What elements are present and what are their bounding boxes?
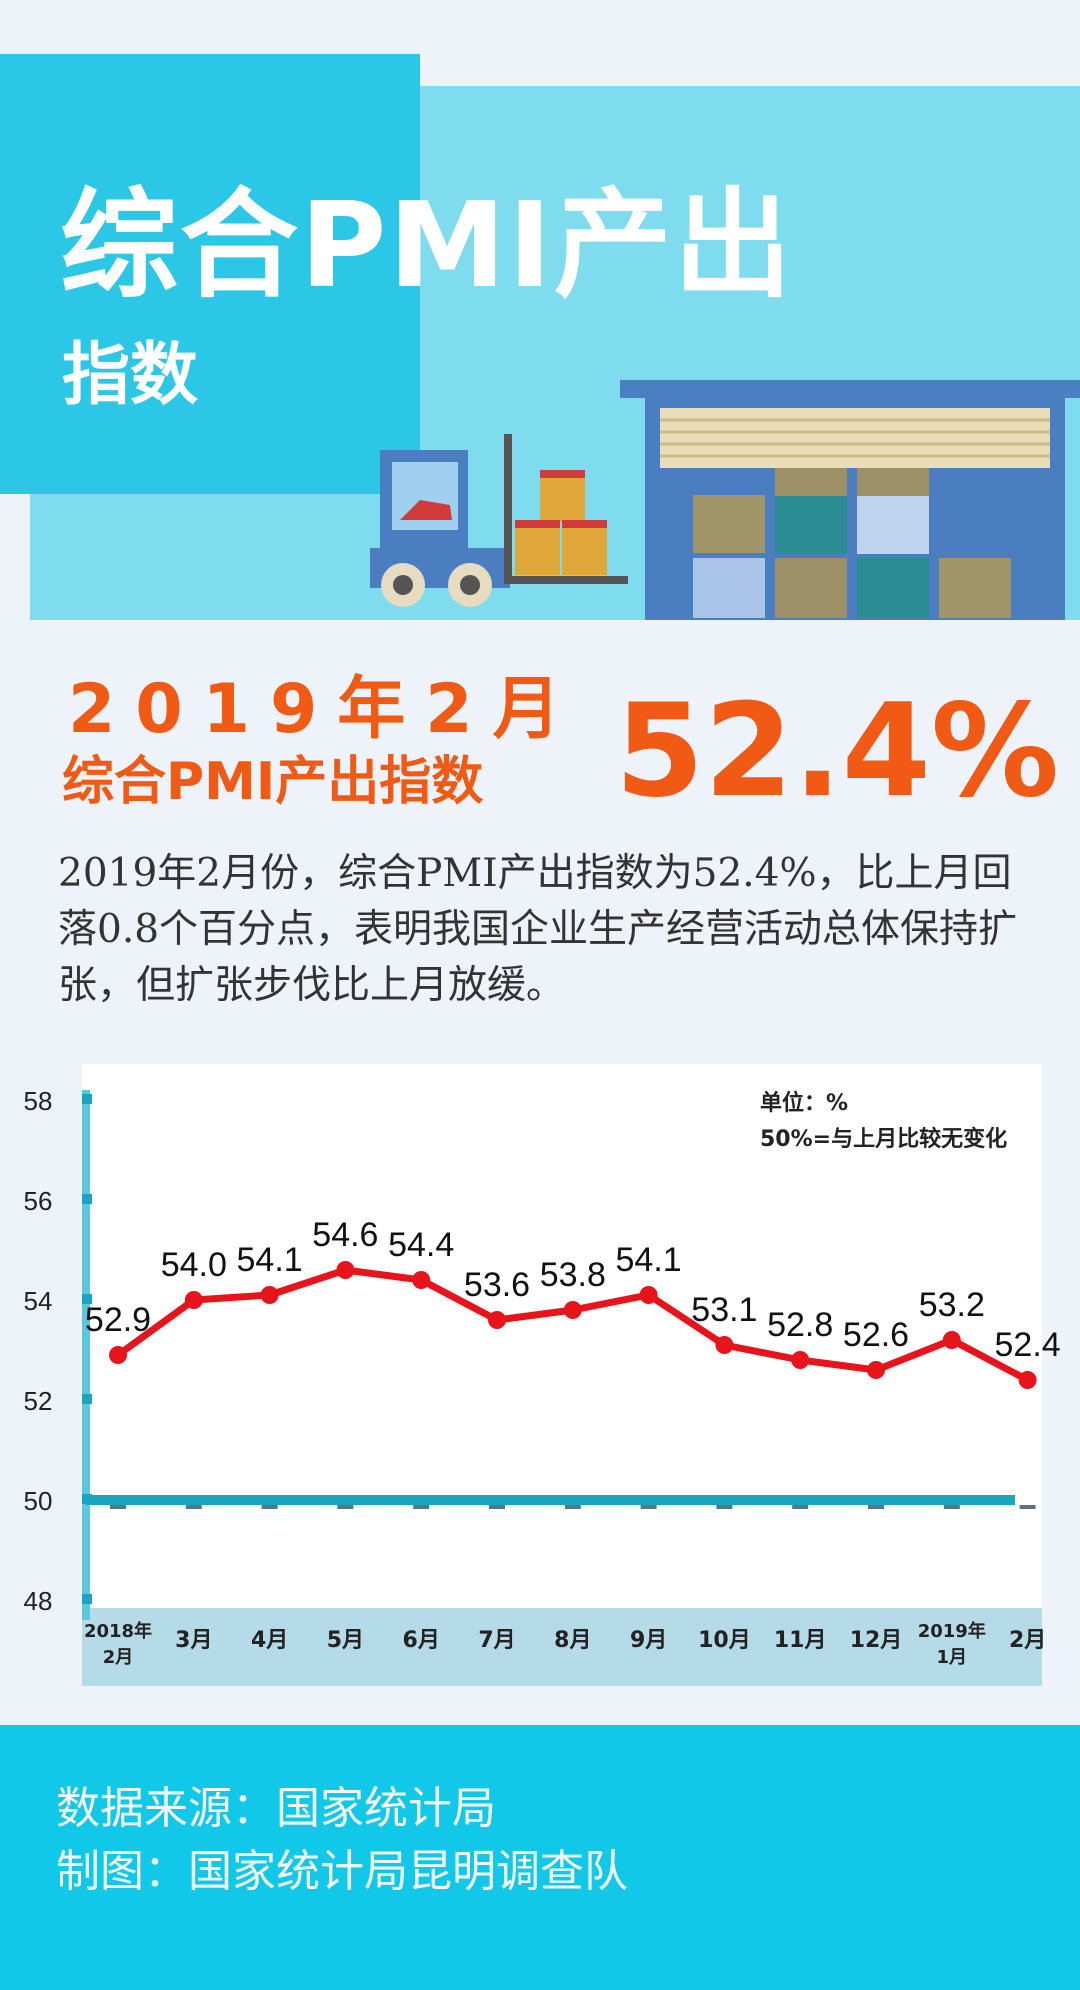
x-tick-label: 4月 <box>251 1628 288 1653</box>
data-label: 54.1 <box>616 1241 682 1279</box>
data-point <box>942 1331 961 1349</box>
data-label: 54.6 <box>312 1216 378 1254</box>
x-tick-label: 10月 <box>698 1628 751 1653</box>
data-point <box>412 1271 431 1289</box>
x-tick-label: 2019年 1月 <box>918 1620 986 1668</box>
reference-tick <box>337 1505 354 1509</box>
y-tick-mark <box>82 1194 92 1204</box>
x-tick-label: 7月 <box>478 1628 515 1653</box>
y-tick-mark <box>82 1394 92 1404</box>
y-axis-line <box>82 1090 90 1620</box>
warehouse-forklift-illustration <box>370 380 1080 620</box>
x-tick-label: 12月 <box>850 1628 903 1653</box>
x-tick-label: 5月 <box>327 1628 364 1653</box>
data-point <box>1018 1371 1037 1389</box>
reference-tick <box>564 1505 581 1509</box>
y-tick-label: 54 <box>24 1286 53 1316</box>
data-label: 52.9 <box>85 1301 151 1339</box>
reference-tick <box>261 1505 278 1509</box>
x-tick-label: 9月 <box>630 1628 667 1653</box>
y-tick-mark <box>82 1294 92 1304</box>
x-tick-label: 2018年 2月 <box>84 1620 152 1668</box>
x-axis-band <box>82 1608 1042 1686</box>
x-tick-label: 8月 <box>554 1628 591 1653</box>
x-tick-label: 3月 <box>175 1628 212 1653</box>
data-point <box>639 1286 658 1304</box>
reference-tick <box>1019 1505 1036 1509</box>
chart-note-unit: 单位：% <box>760 1090 848 1116</box>
data-point <box>260 1286 279 1304</box>
description-text: 2019年2月份，综合PMI产出指数为52.4%，比上月回落0.8个百分点，表明… <box>58 851 1018 1008</box>
reference-tick <box>489 1505 505 1509</box>
y-tick-mark <box>82 1594 92 1604</box>
reference-tick <box>716 1505 733 1509</box>
chart-note-reference: 50%=与上月比较无变化 <box>760 1126 1007 1152</box>
y-tick-label: 50 <box>24 1486 53 1516</box>
y-tick-label: 52 <box>24 1386 53 1416</box>
data-label: 52.4 <box>995 1326 1061 1364</box>
data-point <box>184 1291 203 1309</box>
data-label: 54.0 <box>161 1246 227 1284</box>
reference-tick <box>868 1505 884 1509</box>
reference-tick <box>185 1505 202 1509</box>
x-tick-label: 6月 <box>403 1628 440 1653</box>
footer <box>0 1725 1080 1990</box>
data-point <box>109 1346 127 1364</box>
data-point <box>791 1351 810 1369</box>
pmi-line-chart: 58 56 54 52 50 48 2018年 2月 3月 4月 5月 6月 7月 8月 9月 10月 11月… <box>24 1064 1061 1686</box>
y-tick-label: 58 <box>24 1086 53 1116</box>
data-label: 54.1 <box>237 1241 303 1279</box>
data-label: 53.1 <box>691 1291 757 1329</box>
y-tick-mark <box>82 1094 92 1104</box>
x-tick-label: 11月 <box>774 1628 827 1653</box>
data-point <box>715 1336 734 1354</box>
data-point <box>563 1301 582 1319</box>
data-point <box>867 1361 885 1379</box>
chart-panel <box>82 1064 1042 1686</box>
x-tick-label: 2月 <box>1009 1628 1046 1653</box>
data-point <box>336 1261 355 1279</box>
data-label: 52.6 <box>843 1316 909 1354</box>
data-label: 52.8 <box>767 1306 833 1344</box>
hero-title-block <box>0 54 420 494</box>
y-tick-label: 48 <box>24 1586 53 1616</box>
data-label: 53.6 <box>464 1266 530 1304</box>
headline-value: 52.4% <box>615 677 1060 826</box>
page-title: 综合PMI产出 <box>60 176 794 314</box>
data-point <box>488 1311 506 1329</box>
data-label: 53.2 <box>919 1286 985 1324</box>
reference-tick <box>110 1505 126 1509</box>
y-tick-label: 56 <box>24 1186 53 1216</box>
footer-credit: 制图：国家统计局昆明调查队 <box>56 1846 628 1897</box>
reference-tick <box>943 1505 960 1509</box>
reference-tick <box>640 1505 657 1509</box>
reference-tick <box>792 1505 809 1509</box>
headline-label: 综合PMI产出指数 <box>62 752 484 812</box>
reference-tick <box>413 1505 430 1509</box>
data-label: 53.8 <box>540 1256 606 1294</box>
data-label: 54.4 <box>388 1226 454 1264</box>
footer-source: 数据来源：国家统计局 <box>56 1783 496 1834</box>
page-subtitle: 指数 <box>62 336 199 415</box>
headline-date: 2019年2月 <box>68 670 581 749</box>
